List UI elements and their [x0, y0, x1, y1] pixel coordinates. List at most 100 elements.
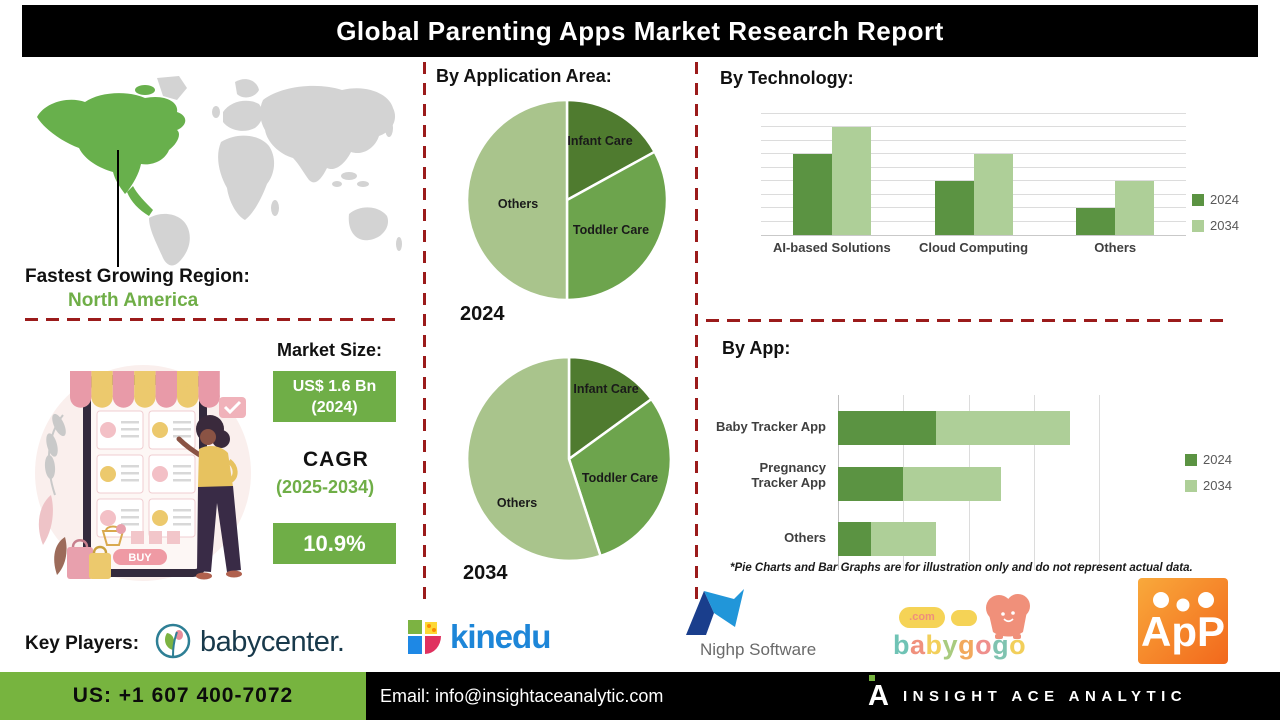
bar-row-pregnancy-tracker-app: [838, 467, 1099, 501]
app-category-baby-tracker: Baby Tracker App: [715, 419, 826, 434]
bar-2024: [838, 467, 904, 501]
legend-swatch-2024: [1185, 453, 1197, 466]
logo-app: ApP: [1138, 578, 1228, 664]
babycenter-wordmark: babycenter.: [200, 625, 345, 658]
babygogo-letter: b: [925, 630, 943, 660]
pie-slice-infant-care: [567, 355, 653, 461]
logo-babygogo: .com babygogo: [893, 594, 1038, 662]
fastest-growing-region-label: Fastest Growing Region:: [25, 266, 250, 287]
pie-2024-label-toddler-care: Toddler Care: [572, 223, 650, 237]
gridline: [1033, 395, 1035, 570]
bar-2034: [1115, 181, 1155, 235]
separator-right-horizontal: [706, 319, 1230, 322]
section-application-title: By Application Area:: [436, 66, 612, 86]
app-logo-graphic: ApP: [1141, 592, 1225, 655]
logo-nighp-software: Nighp Software: [678, 585, 828, 660]
pie-2034-label-toddler-care: Toddler Care: [581, 471, 659, 485]
pie-chart-2034: Infant Care Toddler Care Others: [462, 352, 676, 566]
technology-plot: [761, 113, 1186, 236]
bar-2034: [831, 127, 871, 235]
babygogo-wordmark: babygogo: [893, 630, 1026, 661]
bar-2034: [903, 467, 1002, 501]
legend-label-2034: 2034: [1210, 218, 1239, 233]
awning: [70, 371, 220, 408]
market-size-value-box: US$ 1.6 Bn (2024): [273, 371, 396, 422]
footer-email: Email: info@insightaceanalytic.com: [380, 686, 664, 706]
babygogo-letter: o: [975, 630, 993, 660]
map-north-america-highlight: [37, 85, 186, 216]
cagr-period: (2025-2034): [276, 477, 375, 497]
legend-swatch-2034: [1192, 219, 1204, 232]
footer-bar: US: +1 607 400-7072 Email: info@insighta…: [0, 672, 1280, 720]
babygogo-letter: g: [992, 630, 1010, 660]
pie-slice-toddler-care: [565, 150, 669, 302]
babygogo-letter: a: [910, 630, 926, 660]
footer-brand: A INSIGHT ACE ANALYTIC: [868, 672, 1187, 720]
section-technology-title: By Technology:: [720, 68, 854, 88]
shopping-illustration: BUY: [35, 365, 251, 581]
pie-2024-year: 2024: [460, 303, 505, 325]
fastest-growing-region-value: North America: [68, 290, 199, 311]
babygogo-com-cloud: .com: [899, 607, 945, 628]
nighp-arrow-icon: [686, 589, 744, 635]
cagr-value-box: 10.9%: [273, 523, 396, 564]
woman-figure: [176, 415, 242, 580]
babygogo-small-cloud: [951, 610, 977, 626]
footer-phone-box: US: +1 607 400-7072: [0, 672, 366, 720]
app-category-others: Others: [784, 530, 826, 545]
babygogo-letter: g: [958, 630, 976, 660]
legend-label-2034: 2034: [1203, 478, 1232, 493]
map-pointer-line: [117, 150, 119, 267]
gridline: [1099, 395, 1100, 570]
bar-2024: [934, 181, 974, 235]
shopping-bags: [67, 539, 111, 579]
pie-2024-label-infant-care: Infant Care: [567, 134, 633, 148]
bar-group-ai-based-solutions: [761, 114, 903, 235]
babycenter-sprout-icon: [155, 623, 191, 659]
technology-category-others: Others: [1094, 240, 1137, 255]
kinedu-wordmark: kinedu: [450, 618, 551, 655]
app-legend: 2024 2034: [1185, 452, 1232, 493]
product-cards: [96, 410, 196, 538]
brand-logo-icon: A: [868, 674, 889, 712]
pie-2024-svg: [465, 98, 669, 302]
svg-text:ApP: ApP: [1141, 608, 1225, 655]
bar-row-others: [838, 522, 1099, 556]
app-category-pregnancy-tracker: Pregnancy Tracker App: [751, 460, 826, 490]
bar-2024: [1076, 208, 1116, 235]
market-size-year: (2024): [311, 398, 358, 416]
technology-categories: AI-based Solutions Cloud Computing Other…: [761, 240, 1186, 255]
title-bar: Global Parenting Apps Market Research Re…: [22, 5, 1258, 57]
world-map: [37, 76, 402, 266]
pie-slice-infant-care: [565, 98, 656, 202]
pie-2034-label-others: Others: [496, 496, 538, 510]
separator-vertical-2: [695, 62, 698, 602]
page-title: Global Parenting Apps Market Research Re…: [336, 15, 944, 46]
market-size-label: Market Size:: [277, 340, 383, 360]
logo-kinedu: kinedu: [408, 618, 551, 656]
brand-name: INSIGHT ACE ANALYTIC: [902, 687, 1188, 705]
svg-text:BUY: BUY: [128, 552, 152, 564]
technology-category-cloud: Cloud Computing: [918, 240, 1029, 255]
bar-2024: [792, 154, 832, 235]
nighp-wordmark: Nighp Software: [700, 640, 817, 659]
pie-slice-others: [465, 98, 569, 302]
pie-slice-others: [465, 355, 602, 563]
babygogo-letter: o: [1009, 630, 1027, 660]
gridline: [761, 139, 1186, 141]
buy-button-graphic: [113, 549, 167, 565]
bar-2024: [838, 522, 871, 556]
app-plot: [838, 395, 1100, 570]
kinedu-blocks-icon: [408, 620, 441, 654]
technology-legend: 2024 2034: [1192, 192, 1239, 233]
separator-vertical-1: [423, 62, 426, 602]
cagr-label: CAGR: [303, 448, 369, 471]
babygogo-letter: y: [942, 630, 959, 660]
pie-chart-2024: Infant Care Toddler Care Others: [462, 95, 672, 305]
legend-swatch-2034: [1185, 479, 1197, 492]
legend-label-2024: 2024: [1210, 192, 1239, 207]
bar-group-others: [1044, 114, 1186, 235]
legend-swatch-2024: [1192, 193, 1204, 206]
bar-2034: [935, 411, 1070, 445]
